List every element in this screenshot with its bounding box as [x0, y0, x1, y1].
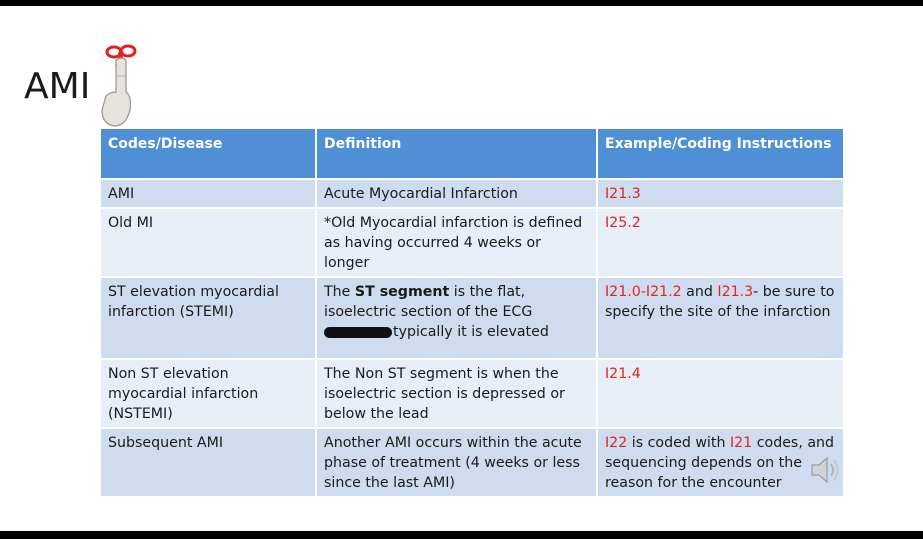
code-text: I21.3: [717, 284, 754, 300]
slide-title: AMI: [24, 66, 91, 107]
table-row: AMI Acute Myocardial Infarction I21.3: [101, 179, 845, 209]
disease-cell: Subsequent AMI: [101, 428, 317, 498]
definition-cell: Acute Myocardial Infarction: [316, 179, 598, 209]
definition-cell: The Non ST segment is when the isoelectr…: [316, 359, 598, 429]
definition-text: is the flat, isoelectric section of the …: [324, 284, 533, 320]
code-cell: I21.3: [597, 179, 845, 209]
disease-cell: AMI: [101, 179, 317, 209]
code-cell: I21.4: [597, 359, 845, 429]
code-cell: I22 is coded with I21 codes, and sequenc…: [597, 428, 845, 498]
disease-cell: ST elevation myocardial infarction (STEM…: [101, 277, 317, 360]
disease-cell: Old MI: [101, 208, 317, 278]
coding-table: Codes/Disease Definition Example/Coding …: [101, 129, 845, 498]
code-text: I21.0-I21.2: [605, 284, 682, 300]
code-text: and: [681, 284, 718, 300]
bottom-letterbox-bar: [0, 531, 923, 539]
code-cell: I21.0-I21.2 and I21.3- be sure to specif…: [597, 277, 845, 360]
top-letterbox-bar: [0, 0, 923, 6]
table-row: ST elevation myocardial infarction (STEM…: [101, 277, 845, 360]
code-text: I21: [729, 435, 753, 451]
definition-text: typically it is elevated: [393, 324, 549, 340]
pointing-finger-icon: [101, 44, 137, 127]
code-text: is coded with: [627, 435, 730, 451]
disease-cell: Non ST elevation myocardial infarction (…: [101, 359, 317, 429]
definition-text: The: [324, 284, 355, 300]
redaction-mark: [324, 326, 392, 338]
table-row: Subsequent AMI Another AMI occurs within…: [101, 428, 845, 498]
speaker-icon[interactable]: [808, 452, 844, 488]
header-codes-disease: Codes/Disease: [101, 129, 317, 180]
header-example-coding: Example/Coding Instructions: [597, 129, 845, 180]
code-text: codes, and sequencing depends on the rea…: [605, 435, 835, 491]
table-header-row: Codes/Disease Definition Example/Coding …: [101, 129, 845, 180]
definition-bold-text: ST segment: [354, 284, 450, 300]
definition-cell: *Old Myocardial infarction is defined as…: [316, 208, 598, 278]
definition-cell: Another AMI occurs within the acute phas…: [316, 428, 598, 498]
code-cell: I25.2: [597, 208, 845, 278]
table-row: Old MI *Old Myocardial infarction is def…: [101, 208, 845, 278]
code-text: I22: [605, 435, 628, 451]
code-text: - be sure to specify the site of the inf…: [605, 284, 835, 320]
header-definition: Definition: [316, 129, 598, 180]
definition-cell: The ST segment is the flat, isoelectric …: [316, 277, 598, 360]
table-row: Non ST elevation myocardial infarction (…: [101, 359, 845, 429]
